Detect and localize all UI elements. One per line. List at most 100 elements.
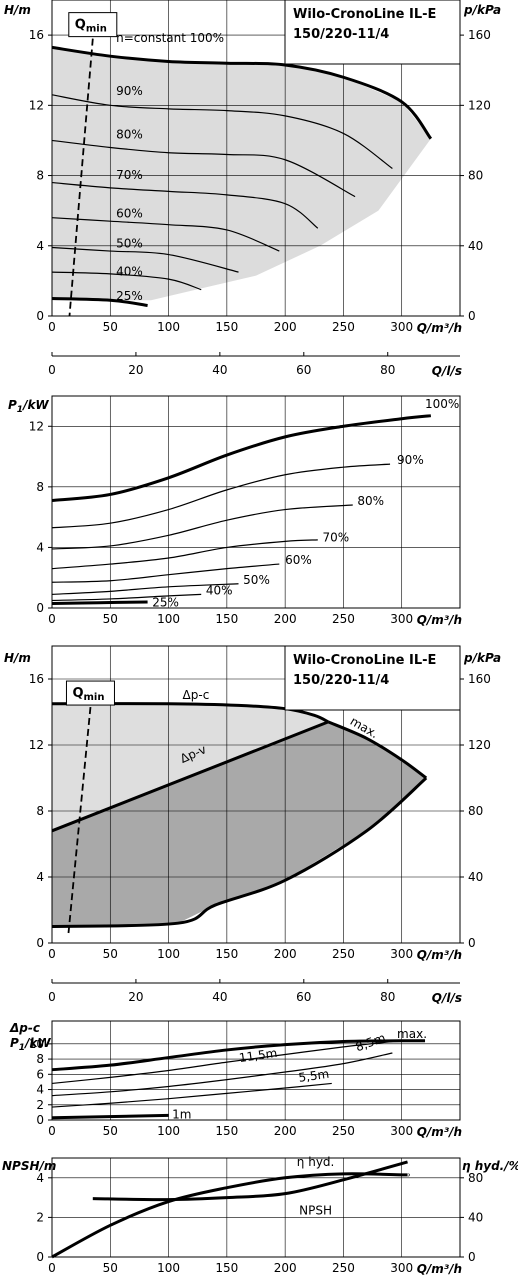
x-tick-label: 0 bbox=[48, 612, 56, 626]
y-tick-label: 0 bbox=[36, 1113, 44, 1127]
y-axis-title: P1/kW bbox=[8, 398, 49, 415]
x-tick-label: 300 bbox=[390, 1261, 413, 1275]
x-tick-label: 100 bbox=[157, 1124, 180, 1138]
series-label: 70% bbox=[116, 168, 143, 182]
x-tick-label: 300 bbox=[390, 320, 413, 334]
x-tick-label: 200 bbox=[274, 947, 297, 961]
y-tick-label: 4 bbox=[36, 1083, 44, 1097]
series-label: n=constant 100% bbox=[116, 31, 224, 45]
plot-frame bbox=[51, 645, 461, 944]
y-right-tick-label: 40 bbox=[468, 1210, 483, 1224]
y-right-tick-label: 120 bbox=[468, 738, 491, 752]
y-axis-title: NPSH/m bbox=[2, 1159, 56, 1173]
series-label: 5,5m bbox=[298, 1067, 330, 1085]
x-tick-label: 100 bbox=[157, 612, 180, 626]
qmin-label: Qmin bbox=[72, 686, 104, 703]
plot-frame bbox=[51, 395, 461, 609]
y-tick-label: 8 bbox=[36, 480, 44, 494]
series-label: 11,5m bbox=[238, 1046, 278, 1065]
y-tick-label: 0 bbox=[36, 1250, 44, 1264]
x-tick-label: 50 bbox=[103, 947, 118, 961]
y-tick-label: 8 bbox=[36, 169, 44, 183]
x-axis-title: Q/m³/h bbox=[417, 1125, 462, 1139]
curve--p-c bbox=[51, 702, 329, 724]
series-label: max. bbox=[397, 1027, 427, 1041]
series-label: 25% bbox=[152, 595, 179, 609]
series-line-100- bbox=[51, 414, 432, 502]
y-tick-label: 6 bbox=[36, 1067, 44, 1081]
chart-title-line: 150/220-11/4 bbox=[293, 27, 389, 42]
chart-title-line: Wilo-CronoLine IL-E bbox=[293, 7, 436, 22]
series-line-50- bbox=[51, 583, 239, 595]
series-label: 60% bbox=[116, 207, 143, 221]
x-axis-title: Q/m³/h bbox=[417, 613, 462, 627]
secondary-x-tick-label: 60 bbox=[296, 990, 311, 1004]
secondary-x-tick-label: 60 bbox=[296, 363, 311, 377]
x-tick-label: 150 bbox=[215, 320, 238, 334]
x-tick-label: 50 bbox=[103, 320, 118, 334]
y-tick-label: 12 bbox=[29, 738, 44, 752]
series-line-40- bbox=[51, 593, 202, 602]
x-tick-label: 250 bbox=[332, 1124, 355, 1138]
qmin-label: Qmin bbox=[75, 18, 107, 35]
qmin-line bbox=[68, 38, 94, 317]
series-line-1m bbox=[51, 1113, 169, 1120]
y-right-tick-label: 120 bbox=[468, 98, 491, 112]
y-tick-label: 12 bbox=[29, 98, 44, 112]
qmin-label-box bbox=[68, 12, 118, 38]
chart-3-control-modes: 0 50 100 150 200 250 300048121604080120160Q/m³… bbox=[4, 645, 501, 1005]
x-tick-label: 50 bbox=[103, 612, 118, 626]
y-tick-label: 0 bbox=[36, 936, 44, 950]
x-tick-label: 0 bbox=[48, 947, 56, 961]
secondary-x-tick-label: 40 bbox=[212, 990, 227, 1004]
y-axis-title: H/m bbox=[4, 651, 31, 665]
series-label: 40% bbox=[116, 265, 143, 279]
title-box bbox=[284, 645, 461, 711]
chart-2-power-curves: 0 50 100 150 200 250 300 0 4 8 12 Q/m³/h 100% 90% 80% 7… bbox=[8, 395, 462, 627]
series-label: 8,5m bbox=[354, 1031, 388, 1055]
y-tick-label: 8 bbox=[36, 804, 44, 818]
series-line-NPSH bbox=[92, 1160, 408, 1202]
series-label: 100% bbox=[425, 397, 459, 411]
y-right-tick-label: 160 bbox=[468, 28, 491, 42]
x-tick-label: 0 bbox=[48, 320, 56, 334]
x-tick-label: 0 bbox=[48, 1124, 56, 1138]
x-tick-label: 0 bbox=[48, 1261, 56, 1275]
plot-frame bbox=[51, 1020, 461, 1121]
x-tick-label: 100 bbox=[157, 947, 180, 961]
x-tick-label: 150 bbox=[215, 947, 238, 961]
secondary-x-tick-label: 20 bbox=[128, 990, 143, 1004]
series-label: 40% bbox=[206, 583, 233, 597]
x-axis-title: Q/m³/h bbox=[417, 321, 462, 335]
y-tick-label: 12 bbox=[29, 419, 44, 433]
series-line-5-5m bbox=[51, 1082, 332, 1108]
x-tick-label: 250 bbox=[332, 612, 355, 626]
x-tick-label: 100 bbox=[157, 1261, 180, 1275]
series-label: 60% bbox=[285, 553, 312, 567]
series-label: η hyd. bbox=[297, 1155, 335, 1169]
series-label: 80% bbox=[357, 494, 384, 508]
y-right-tick-label: 0 bbox=[468, 1250, 476, 1264]
y-axis-title-line: Δp-c bbox=[9, 1021, 40, 1035]
series-label: NPSH bbox=[299, 1203, 332, 1217]
series-line-60- bbox=[51, 217, 280, 252]
series-line-25- bbox=[51, 600, 148, 605]
series-label: 50% bbox=[116, 237, 143, 251]
curve-label: Δp-c bbox=[183, 688, 210, 702]
qmin-line bbox=[67, 706, 92, 935]
chart-1-hq-speed-curves: 0 50 100 150 200 250 300048121604080120160Q/m³… bbox=[4, 0, 501, 378]
x-axis-title: Q/m³/h bbox=[417, 1262, 462, 1276]
curve--p-v bbox=[51, 720, 329, 833]
dp-v-region bbox=[52, 721, 427, 927]
series-label: 25% bbox=[116, 289, 143, 303]
title-box bbox=[284, 0, 461, 65]
x-tick-label: 300 bbox=[390, 947, 413, 961]
y-right-tick-label: 160 bbox=[468, 672, 491, 686]
secondary-x-axis-title: Q/l/s bbox=[432, 991, 462, 1005]
series-line-n-constant-100- bbox=[51, 45, 433, 140]
y-tick-label: 0 bbox=[36, 309, 44, 323]
x-tick-label: 150 bbox=[215, 1124, 238, 1138]
y-right-tick-label: 80 bbox=[468, 804, 483, 818]
